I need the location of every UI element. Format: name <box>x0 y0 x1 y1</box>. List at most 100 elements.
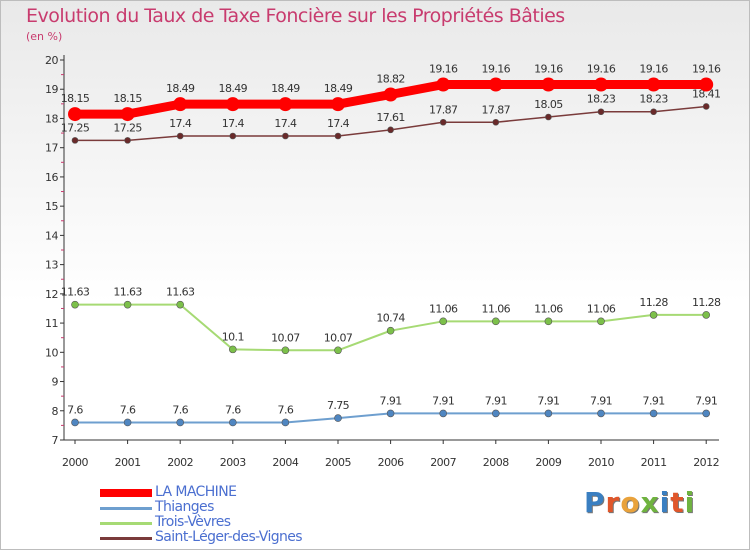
y-tick-label: 8 <box>52 405 59 418</box>
data-point <box>544 409 553 418</box>
data-point <box>68 107 82 122</box>
legend-swatch <box>100 522 152 525</box>
y-tick-label: 17 <box>45 142 58 155</box>
data-label: 10.74 <box>376 312 405 325</box>
legend-item: LA MACHINE <box>100 484 360 501</box>
data-label: 19.16 <box>429 63 458 76</box>
data-label: 11.63 <box>166 286 195 299</box>
data-label: 10.1 <box>222 330 244 343</box>
x-tick-label: 2008 <box>483 456 509 469</box>
data-label: 18.49 <box>271 82 300 95</box>
data-point <box>124 137 131 144</box>
data-label: 7.91 <box>432 394 454 407</box>
data-label: 7.91 <box>590 394 612 407</box>
data-point <box>597 317 605 326</box>
data-point <box>491 409 500 418</box>
data-point <box>176 132 184 140</box>
data-point <box>597 108 605 116</box>
y-tick-label: 13 <box>45 259 58 272</box>
x-tick-label: 2005 <box>325 456 351 469</box>
data-label: 10.07 <box>324 331 353 344</box>
data-label: 17.61 <box>376 111 405 124</box>
data-label: 17.87 <box>482 103 511 116</box>
data-label: 11.06 <box>534 302 563 315</box>
y-tick-label: 15 <box>45 200 58 213</box>
data-point <box>488 77 503 92</box>
x-tick-label: 2000 <box>62 456 88 469</box>
chart-title: Evolution du Taux de Taxe Foncière sur l… <box>26 5 565 27</box>
series-trois-v-vres: 11.63 11.63 11.63 10.1 10.07 10.07 10.74 11.06 1… <box>61 286 722 355</box>
data-point <box>281 346 290 355</box>
data-point <box>545 113 552 121</box>
data-point <box>699 77 714 92</box>
data-label: 19.16 <box>534 63 563 76</box>
legend-label: Trois-Vèvres <box>155 514 231 530</box>
legend-label: Saint-Léger-des-Vignes <box>155 529 303 545</box>
data-label: 11.06 <box>482 302 511 315</box>
data-point <box>646 77 661 92</box>
data-point <box>123 418 132 427</box>
x-tick-label: 2009 <box>535 456 561 469</box>
data-point <box>334 414 342 422</box>
data-point <box>649 409 658 418</box>
x-tick-label: 2003 <box>220 456 246 469</box>
x-tick-label: 2006 <box>378 456 404 469</box>
y-tick-label: 11 <box>45 317 58 330</box>
data-label: 7.91 <box>695 394 717 407</box>
data-point <box>436 77 451 92</box>
data-point <box>439 118 447 126</box>
y-tick-label: 10 <box>45 346 58 359</box>
data-label: 18.49 <box>324 82 353 95</box>
data-label: 17.87 <box>429 103 458 116</box>
x-tick-label: 2002 <box>167 456 193 469</box>
data-label: 18.49 <box>219 82 248 95</box>
data-label: 17.4 <box>222 117 245 130</box>
data-label: 10.07 <box>271 331 300 344</box>
data-point <box>544 317 553 326</box>
legend-item: Trois-Vèvres <box>100 514 360 531</box>
legend-item: Saint-Léger-des-Vignes <box>100 529 360 546</box>
series-la-machine: 18.15 18.15 18.49 18.49 18.49 18.49 18.82 19.16… <box>61 63 722 122</box>
data-label: 7.91 <box>485 394 507 407</box>
legend-item: Thianges <box>100 499 360 516</box>
data-point <box>71 137 79 144</box>
x-tick-label: 2010 <box>588 456 614 469</box>
y-tick-label: 18 <box>45 112 58 125</box>
legend-label: LA MACHINE <box>155 484 237 500</box>
legend-swatch <box>100 489 152 497</box>
data-point <box>334 346 342 355</box>
data-label: 17.25 <box>61 121 90 134</box>
data-point <box>229 418 237 427</box>
y-tick-label: 20 <box>45 54 58 67</box>
x-tick-label: 2007 <box>430 456 456 469</box>
data-label: 18.15 <box>61 92 90 105</box>
data-label: 17.4 <box>327 117 350 130</box>
data-point <box>386 409 395 418</box>
x-tick-label: 2004 <box>272 456 298 469</box>
data-label: 7.6 <box>172 403 188 416</box>
data-point <box>71 418 79 427</box>
data-label: 17.4 <box>169 117 192 130</box>
data-point <box>492 118 500 126</box>
data-point <box>383 87 398 102</box>
data-label: 7.91 <box>537 394 559 407</box>
data-label: 7.6 <box>120 403 136 416</box>
data-label: 18.23 <box>639 93 668 106</box>
data-point <box>594 77 608 92</box>
data-label: 11.06 <box>587 302 616 315</box>
data-point <box>278 97 293 112</box>
x-tick-label: 2011 <box>641 456 667 469</box>
y-tick-label: 16 <box>45 171 58 184</box>
data-point <box>331 97 345 112</box>
data-point <box>386 326 395 335</box>
data-label: 11.63 <box>113 286 142 299</box>
data-label: 7.6 <box>67 403 83 416</box>
data-label: 19.16 <box>639 63 668 76</box>
data-label: 18.82 <box>376 72 405 85</box>
y-tick-label: 9 <box>52 376 59 389</box>
data-label: 19.16 <box>692 63 721 76</box>
data-point <box>702 311 711 319</box>
data-point <box>176 418 184 427</box>
data-label: 17.4 <box>274 117 297 130</box>
